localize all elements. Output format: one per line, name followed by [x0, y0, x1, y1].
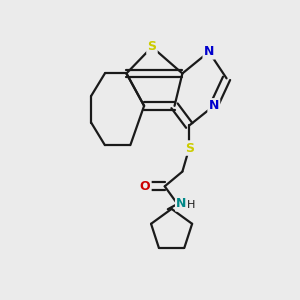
- Text: S: S: [148, 40, 157, 53]
- Text: H: H: [187, 200, 195, 210]
- Text: N: N: [176, 197, 187, 211]
- Text: N: N: [204, 45, 214, 58]
- Text: N: N: [208, 99, 219, 112]
- Text: S: S: [185, 142, 194, 154]
- Text: O: O: [140, 180, 150, 193]
